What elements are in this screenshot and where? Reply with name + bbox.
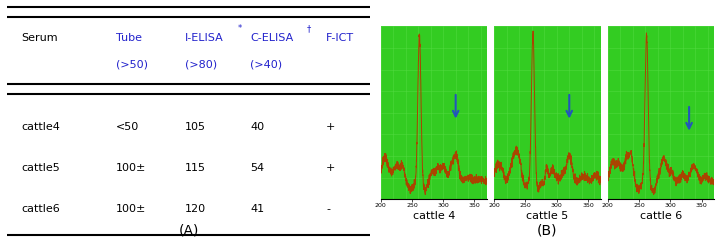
Text: cattle 4: cattle 4 <box>413 211 455 221</box>
Text: 41: 41 <box>250 204 264 214</box>
Text: (>40): (>40) <box>250 60 282 70</box>
Text: 105: 105 <box>185 122 206 132</box>
Text: cattle 6: cattle 6 <box>640 211 682 221</box>
Text: †: † <box>306 24 310 33</box>
Text: (B): (B) <box>537 224 558 238</box>
Text: Serum: Serum <box>22 33 59 43</box>
Text: cattle 5: cattle 5 <box>526 211 568 221</box>
Text: cattle5: cattle5 <box>22 163 60 173</box>
Text: 100±: 100± <box>116 204 146 214</box>
Text: *: * <box>237 24 241 33</box>
Text: cattle4: cattle4 <box>22 122 61 132</box>
Text: (>50): (>50) <box>116 60 148 70</box>
Text: 120: 120 <box>185 204 206 214</box>
Text: cattle6: cattle6 <box>22 204 60 214</box>
Text: I-ELISA: I-ELISA <box>185 33 223 43</box>
Text: 100±: 100± <box>116 163 146 173</box>
Text: <50: <50 <box>116 122 139 132</box>
Text: +: + <box>326 163 336 173</box>
Text: F-ICT: F-ICT <box>326 33 355 43</box>
Text: 54: 54 <box>250 163 264 173</box>
Text: (A): (A) <box>178 224 199 238</box>
Text: C-ELISA: C-ELISA <box>250 33 294 43</box>
Text: 40: 40 <box>250 122 264 132</box>
Text: +: + <box>326 122 336 132</box>
Text: 115: 115 <box>185 163 206 173</box>
Text: Tube: Tube <box>116 33 142 43</box>
Text: (>80): (>80) <box>185 60 217 70</box>
Text: -: - <box>326 204 331 214</box>
